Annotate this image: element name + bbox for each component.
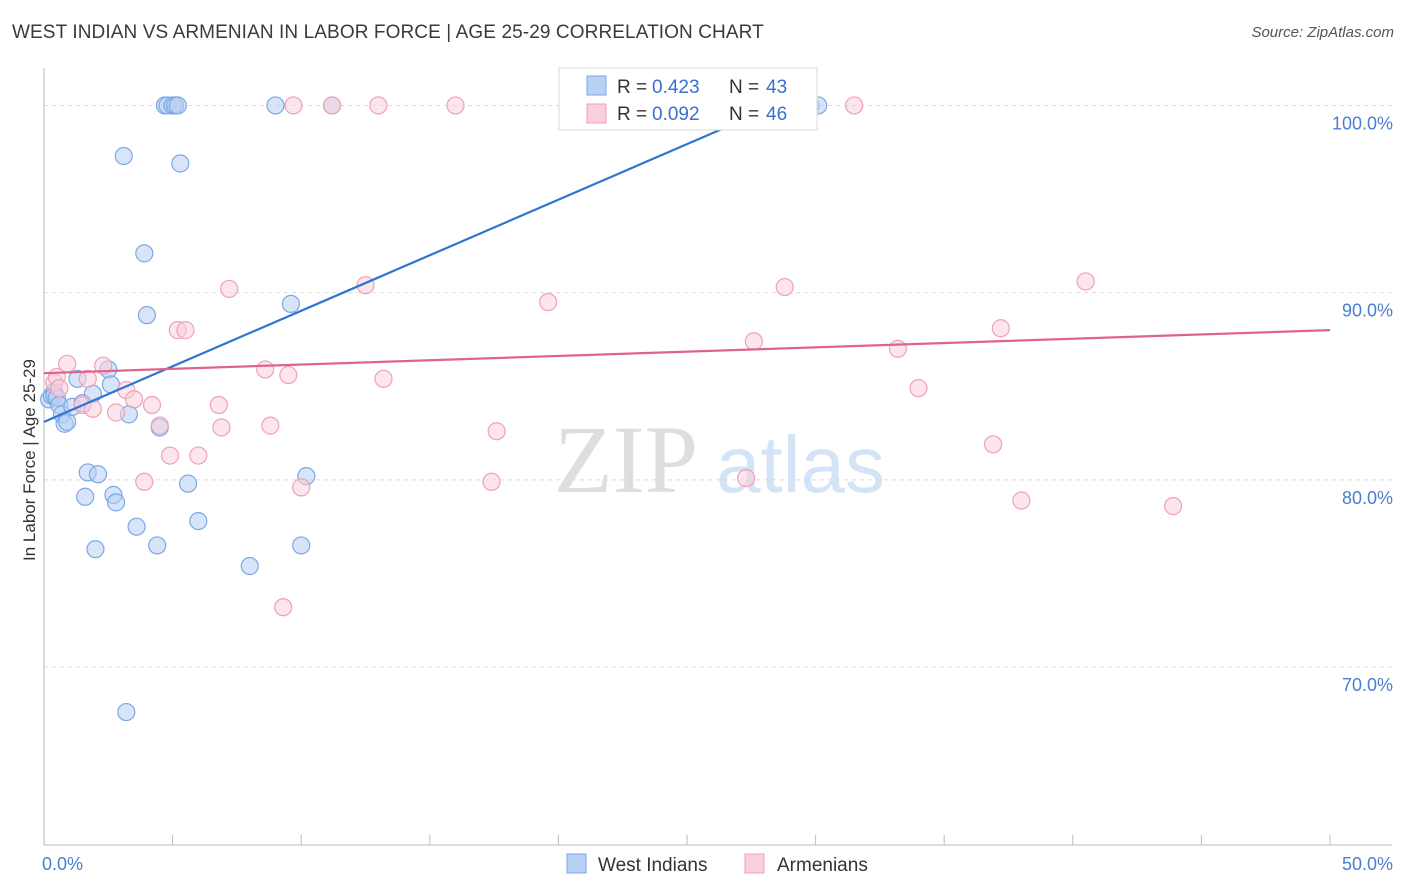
- armenians-point-14: [160, 446, 180, 465]
- armenians-point-31: [446, 96, 465, 115]
- armenians-point-24: [284, 96, 303, 115]
- legend-swatch-west-indians: [586, 75, 607, 96]
- armenians-point-19: [212, 418, 231, 437]
- armenians-point-30: [274, 598, 293, 617]
- armenians-point-44: [1012, 491, 1031, 510]
- armenians-point-45: [1076, 272, 1095, 291]
- y-tick-label-3: 70.0%: [1342, 675, 1393, 695]
- legend-n-value-0: 43: [766, 77, 787, 98]
- west-indians-trend-line: [43, 87, 817, 423]
- chart-title: WEST INDIAN VS ARMENIAN IN LABOR FORCE |…: [12, 22, 764, 43]
- armenians-point-10: [124, 390, 144, 409]
- armenians-point-2: [50, 379, 69, 398]
- west-indians-point-13: [76, 487, 95, 506]
- y-tick-label-1: 90.0%: [1342, 301, 1393, 321]
- armenians-point-41: [909, 379, 928, 398]
- armenians-point-8: [106, 403, 126, 422]
- y-axis-label: In Labor Force | Age 25-29: [20, 359, 39, 561]
- armenians-point-26: [322, 96, 342, 115]
- armenians-point-37: [744, 332, 763, 351]
- y-tick-label-2: 80.0%: [1342, 488, 1393, 508]
- axes: [43, 68, 1392, 846]
- series-legend: West Indians Armenians: [566, 853, 868, 876]
- x-tick-label-min: 0.0%: [42, 854, 83, 874]
- legend-r-value-1: 0.092: [652, 104, 700, 125]
- bottom-swatch-west-indians: [566, 853, 587, 874]
- armenians-point-16: [176, 321, 195, 340]
- bottom-legend-west-indians: West Indians: [598, 855, 707, 876]
- armenians-point-13: [150, 416, 169, 435]
- west-indians-point-25: [137, 306, 156, 325]
- armenians-point-38: [775, 277, 794, 297]
- bottom-legend-armenians: Armenians: [777, 855, 868, 876]
- armenians-point-23: [279, 365, 298, 385]
- west-indians-point-34: [178, 474, 198, 493]
- armenians-point-28: [374, 369, 393, 388]
- armenians-point-39: [845, 96, 864, 115]
- x-tick-label-max: 50.0%: [1342, 854, 1393, 874]
- armenians-point-21: [256, 360, 275, 379]
- grid-lines: [44, 104, 1392, 668]
- west-indians-point-20: [106, 493, 126, 512]
- armenians-points: [45, 96, 1183, 617]
- west-indians-point-36: [240, 556, 259, 576]
- armenians-point-22: [261, 416, 280, 435]
- west-indians-point-24: [135, 244, 154, 263]
- armenians-point-34: [539, 292, 558, 312]
- armenians-point-25: [292, 478, 311, 497]
- west-indians-point-26: [148, 536, 167, 555]
- legend-r-label-0: R =: [617, 77, 647, 98]
- watermark-atlas: atlas: [716, 420, 885, 509]
- stats-legend: R = 0.423 N = 43 R = 0.092 N = 46: [558, 67, 818, 131]
- legend-n-label-1: N =: [729, 104, 759, 125]
- armenians-point-20: [220, 279, 239, 299]
- legend-r-label-1: R =: [617, 104, 647, 125]
- legend-swatch-armenians: [586, 103, 607, 124]
- armenians-point-11: [135, 472, 154, 491]
- armenians-point-33: [487, 422, 506, 441]
- armenians-point-12: [142, 395, 162, 415]
- armenians-point-17: [189, 446, 208, 465]
- armenians-point-5: [78, 369, 97, 388]
- armenians-point-36: [737, 468, 756, 488]
- armenians-point-32: [482, 472, 501, 491]
- bottom-swatch-armenians: [744, 853, 765, 874]
- west-indians-point-39: [292, 536, 311, 555]
- armenians-point-40: [888, 339, 908, 358]
- west-indians-point-35: [189, 511, 208, 531]
- armenians-point-43: [991, 319, 1010, 338]
- west-indians-point-15: [86, 540, 105, 559]
- trend-lines: [43, 87, 1331, 423]
- armenians-point-46: [1164, 497, 1183, 516]
- west-indians-point-44: [117, 702, 136, 722]
- watermark-zip: ZIP: [554, 406, 698, 513]
- source-label: Source: ZipAtlas.com: [1251, 24, 1394, 41]
- west-indians-point-38: [281, 294, 301, 314]
- west-indians-point-16: [88, 465, 108, 484]
- legend-n-value-1: 46: [766, 104, 787, 125]
- armenians-point-29: [369, 96, 388, 115]
- y-tick-label-0: 100.0%: [1332, 113, 1393, 133]
- armenians-point-7: [94, 356, 113, 375]
- legend-n-label-0: N =: [729, 77, 759, 98]
- armenians-point-42: [983, 435, 1003, 454]
- legend-r-value-0: 0.423: [652, 77, 700, 98]
- west-indians-point-21: [114, 146, 133, 166]
- armenians-trend-line: [43, 329, 1331, 375]
- west-indians-point-33: [171, 154, 190, 173]
- armenians-point-18: [209, 395, 228, 415]
- west-indians-point-37: [266, 96, 285, 115]
- tick-labels: 100.0% 90.0% 80.0% 70.0% 0.0% 50.0%: [42, 113, 1393, 874]
- west-indians-point-23: [127, 517, 146, 536]
- west-indians-point-32: [168, 96, 187, 115]
- armenians-point-3: [58, 354, 77, 373]
